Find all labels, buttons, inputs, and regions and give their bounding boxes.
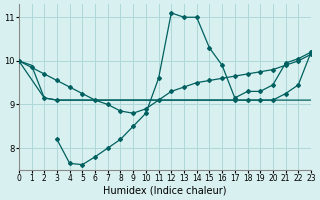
X-axis label: Humidex (Indice chaleur): Humidex (Indice chaleur)	[103, 186, 227, 196]
